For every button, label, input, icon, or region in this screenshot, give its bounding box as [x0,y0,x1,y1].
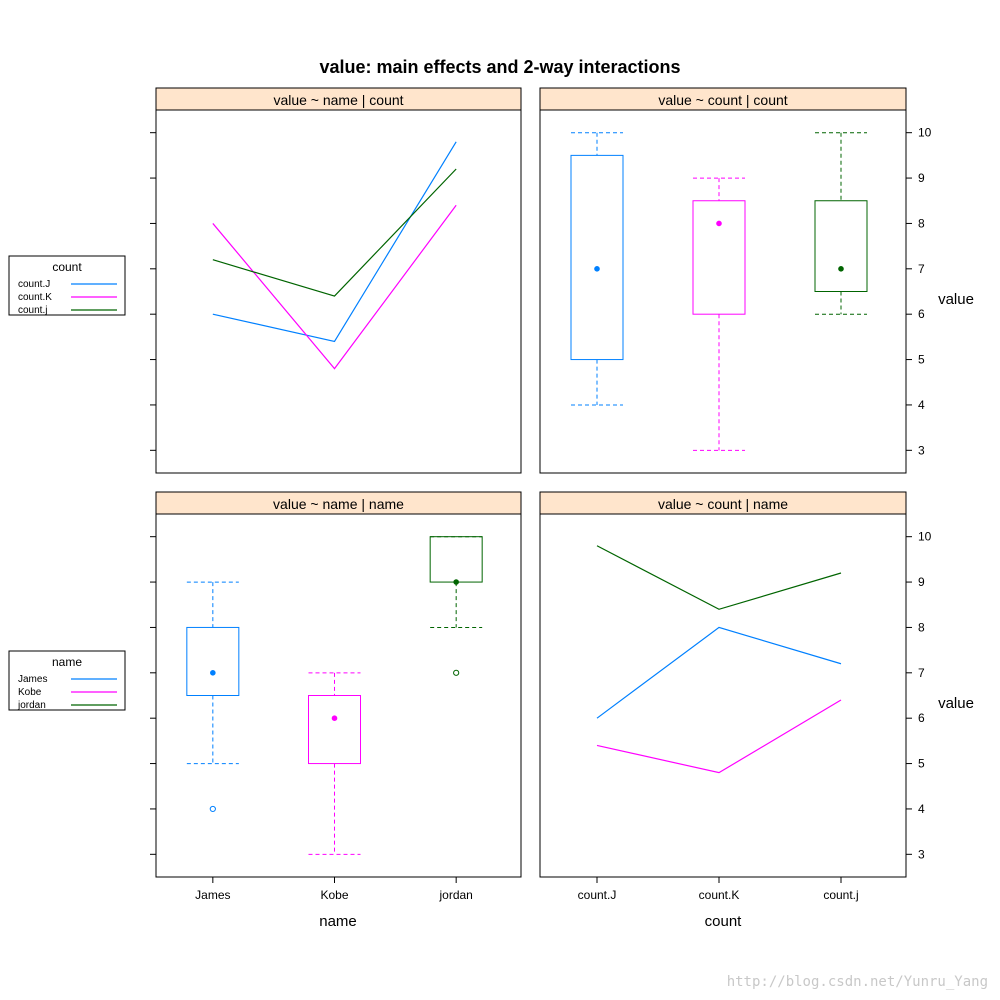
y-axis-label-bottom: value [938,695,974,712]
box-Kobe [308,672,361,855]
legend-item-label: James [18,674,47,685]
box-jordan [429,536,483,676]
x-tick-label: Kobe [320,888,348,902]
y-tick-label: 5 [918,353,925,367]
y-tick-label: 6 [918,307,925,321]
y-tick-label: 4 [918,802,925,816]
outlier-point [209,805,216,813]
x-tick-label: jordan [438,888,472,902]
y-tick-label: 10 [918,530,932,544]
box-count.j [814,132,868,315]
series-line-Kobe [596,699,842,774]
y-tick-label: 5 [918,757,925,771]
box-body [308,695,361,765]
box-count.J [570,132,624,406]
box-body [429,536,483,583]
y-tick-label: 7 [918,262,925,276]
median-point [210,670,216,676]
panel-strip-label: value ~ name | count [273,92,403,108]
x-axis-label-right: count [705,913,743,930]
series-line-count.K [212,204,457,370]
series-line-jordan [596,545,842,610]
y-tick-label: 9 [918,575,925,589]
median-point [331,715,338,721]
median-point [594,266,600,272]
box-body [814,200,868,292]
panel-frame [539,109,907,474]
y-tick-label: 7 [918,666,925,680]
legend-item-label: jordan [17,700,46,711]
panel-1: value ~ name | count [150,87,522,474]
y-tick-label: 6 [918,711,925,725]
panel-4: value ~ count | name 3 4 5 6 7 8 9 10 count.J coun… [539,491,932,902]
legend-item-label: count.K [18,292,52,303]
x-axis-label-left: name [319,913,357,930]
legend-item-label: count.J [18,279,50,290]
box-body [692,200,746,315]
chart-title: value: main effects and 2-way interactio… [319,57,680,77]
panel-frame [155,109,522,474]
panels: value ~ name | count value ~ count | coun… [150,87,932,902]
series-line-count.J [212,141,457,343]
legend-item-label: count.j [18,305,47,316]
legend-title: count [52,260,82,274]
panel-strip-label: value ~ count | count [658,92,787,108]
legend-box [8,650,126,711]
y-tick-label: 8 [918,620,925,634]
box-count.K [692,177,746,451]
median-point [838,266,844,272]
y-tick-label: 9 [918,171,925,185]
panel-2: value ~ count | count 3 4 5 6 7 8 9 10 [539,87,932,474]
box-body [570,154,624,361]
y-tick-label: 3 [918,443,925,457]
y-tick-label: 3 [918,847,925,861]
panel-strip-label: value ~ name | name [273,496,404,512]
panel-frame [155,513,522,878]
panel-strip-label: value ~ count | name [658,496,788,512]
legend-name: name James Kobe jordan [8,650,126,711]
x-tick-label: count.j [823,888,858,902]
box-James [186,581,240,813]
panel-frame [539,513,907,878]
median-point [716,220,722,227]
y-tick-label: 8 [918,216,925,230]
box-body [186,626,240,696]
x-tick-label: count.K [699,888,740,902]
legend-box [8,255,126,316]
x-tick-label: count.J [578,888,617,902]
median-point [453,579,459,585]
series-line-James [596,626,842,719]
x-tick-label: James [195,888,230,902]
legend-title: name [52,655,82,669]
y-tick-label: 10 [918,126,932,140]
legend-item-label: Kobe [18,687,42,698]
watermark: http://blog.csdn.net/Yunru_Yang [727,974,988,990]
y-axis-label-top: value [938,291,974,308]
y-tick-label: 4 [918,398,925,412]
outlier-point [453,669,460,676]
panel-3: value ~ name | name James Kobe jordan [150,491,522,902]
series-line-count.j [212,168,457,297]
